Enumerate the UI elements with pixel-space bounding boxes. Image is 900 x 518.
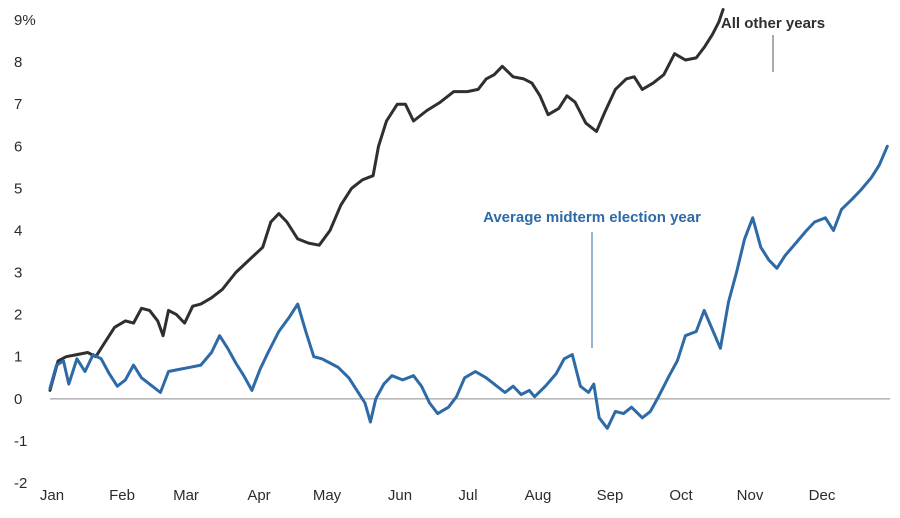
x-tick-label: Mar [173, 487, 199, 504]
y-tick-label: 2 [14, 307, 22, 324]
y-tick-label: 1 [14, 349, 22, 366]
x-tick-label: Jun [388, 487, 412, 504]
series-layer [48, 8, 889, 430]
x-tick-label: Feb [109, 487, 135, 504]
y-tick-label: -2 [14, 475, 27, 492]
x-tick-label: Jul [458, 487, 477, 504]
y-tick-label: 8 [14, 54, 22, 71]
y-tick-label: 6 [14, 138, 22, 155]
y-tick-label: -1 [14, 433, 27, 450]
series-label-all-other-years: All other years [721, 15, 825, 32]
y-tick-label: 3 [14, 265, 22, 282]
series-line-all-other-years [48, 8, 725, 392]
x-tick-label: Jan [40, 487, 64, 504]
y-tick-label: 4 [14, 222, 22, 239]
y-axis-tick-labels: 9% 8 7 6 5 4 3 2 1 0 -1 -2 [14, 12, 36, 492]
x-tick-label: Apr [247, 487, 270, 504]
x-tick-label: Dec [809, 487, 836, 504]
y-tick-label: 9% [14, 12, 36, 29]
annotations: All other years Average midterm election … [483, 15, 825, 348]
x-tick-label: Nov [737, 487, 764, 504]
y-tick-label: 7 [14, 96, 22, 113]
x-tick-label: May [313, 487, 342, 504]
y-tick-label: 5 [14, 180, 22, 197]
x-tick-label: Sep [597, 487, 624, 504]
series-line-midterm-year [48, 144, 889, 430]
series-label-midterm-year: Average midterm election year [483, 209, 701, 226]
x-tick-label: Aug [525, 487, 552, 504]
x-tick-label: Oct [669, 487, 693, 504]
x-axis-tick-labels: Jan Feb Mar Apr May Jun Jul Aug Sep Oct Nov Dec [40, 487, 836, 504]
y-tick-label: 0 [14, 391, 22, 408]
